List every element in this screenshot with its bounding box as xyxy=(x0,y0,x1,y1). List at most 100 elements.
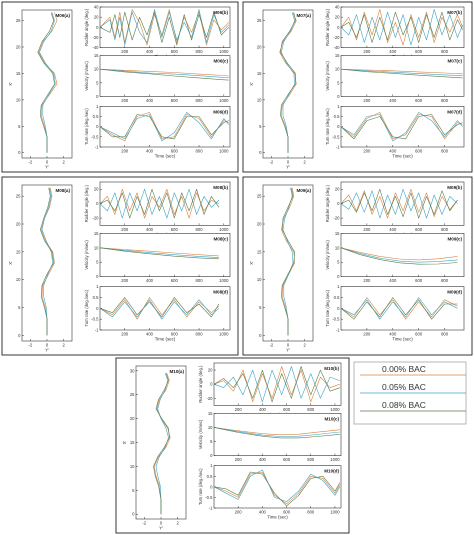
trajectory-M07-ytick-label: 25 xyxy=(257,18,262,23)
trajectory-M10-ytick-label: 5 xyxy=(132,488,135,493)
velocity-M09-ytick-label: 10 xyxy=(335,245,340,250)
turn-M07-xtick-label: 600 xyxy=(415,149,423,154)
rudder-M10-series-1 xyxy=(213,366,340,403)
turn-M06-ytick-label: 0 xyxy=(96,124,99,129)
rudder-M08-series-0 xyxy=(99,188,220,219)
rudder-M06-xtick-label: 200 xyxy=(121,49,129,54)
trajectory-M06-ytick-label: 15 xyxy=(16,71,21,76)
turn-M06-tag: M06(d) xyxy=(213,109,228,114)
rudder-M06-ylabel: Rudder angle (deg.) xyxy=(84,8,89,46)
trajectory-M08-series-0 xyxy=(40,187,55,336)
velocity-M07-ytick-label: 10 xyxy=(335,67,340,72)
trajectory-M07-ytick-label: 15 xyxy=(257,71,262,76)
trajectory-M06-ytick-label: 10 xyxy=(16,97,21,102)
rudder-M08-ylabel: Rudder angle (deg.) xyxy=(84,184,89,222)
velocity-M06-series-2 xyxy=(99,68,229,81)
rudder-M08-tag: M08(b) xyxy=(213,185,228,190)
velocity-M06-xtick-label: 600 xyxy=(171,98,179,103)
turn-M07-xlabel: Time (sec) xyxy=(392,154,413,159)
turn-M08-ytick-label: 1 xyxy=(96,284,99,289)
turn-M10-xtick-label: 1000 xyxy=(330,510,340,515)
velocity-M08-tag: M08(c) xyxy=(213,236,228,241)
turn-M06-xtick-label: 1000 xyxy=(219,149,229,154)
rudder-M06-ytick-label: -20 xyxy=(92,35,99,40)
trajectory-M07-ytick-label: 5 xyxy=(259,124,262,129)
trajectory-M07-xlabel: Y' xyxy=(286,165,290,170)
velocity-M07-series-1 xyxy=(340,68,463,76)
velocity-M07-tag: M07(c) xyxy=(447,59,462,64)
velocity-M06-xtick-label: 400 xyxy=(146,98,154,103)
trajectory-M08-ytick-label: 25 xyxy=(16,194,21,199)
trajectory-M06-xtick-label: 2 xyxy=(62,160,65,165)
turn-M07-xtick-label: 200 xyxy=(363,149,371,154)
velocity-M06-xtick-label: 1000 xyxy=(219,98,229,103)
turn-M09-ytick-label: -1 xyxy=(336,328,340,333)
turn-M10-plot-area xyxy=(213,465,342,509)
turn-M08-ytick-label: -0.5 xyxy=(91,317,99,322)
rudder-M07-ytick-label: 40 xyxy=(335,5,340,10)
turn-M10-ytick-label: -0.5 xyxy=(205,495,213,500)
trajectory-M10-ytick-label: 15 xyxy=(130,440,135,445)
rudder-M08-xtick-label: 400 xyxy=(146,227,154,232)
velocity-M07-xtick-label: 600 xyxy=(415,98,423,103)
trajectory-M10-plot-area xyxy=(135,365,187,520)
trajectory-M10-ytick-label: 30 xyxy=(130,368,135,373)
velocity-M09-series-0 xyxy=(340,247,458,261)
legend: 0.00% BAC 0.05% BAC 0.08% BAC xyxy=(353,361,467,425)
trajectory-M08-series-2 xyxy=(39,187,55,336)
trajectory-M07-tag: M07(a) xyxy=(296,13,311,18)
turn-M08-series-2 xyxy=(99,297,220,318)
turn-M09-xtick-label: 800 xyxy=(441,332,449,337)
turn-M08-tag: M08(d) xyxy=(213,290,228,295)
trajectory-M09-xtick-label: 0 xyxy=(287,343,290,348)
velocity-M06-xtick-label: 200 xyxy=(121,98,129,103)
velocity-M10-series-1 xyxy=(213,427,340,437)
trajectory-M09-ylabel: X' xyxy=(249,261,254,265)
velocity-M07-xtick-label: 200 xyxy=(363,98,371,103)
rudder-M06-xtick-label: 600 xyxy=(171,49,179,54)
trajectory-M06-xtick-label: -2 xyxy=(28,160,32,165)
turn-M10-xtick-label: 200 xyxy=(235,510,243,515)
turn-M09-ylabel: Turn rate (deg./sec) xyxy=(325,289,330,326)
chart-group-frame xyxy=(242,1,473,173)
turn-M06-xtick-label: 400 xyxy=(146,149,154,154)
turn-M09-ytick-label: -0.5 xyxy=(332,317,340,322)
rudder-M10-xtick-label: 800 xyxy=(307,407,315,412)
rudder-M08-ytick-label: 0 xyxy=(96,201,99,206)
rudder-M06-ytick-label: -40 xyxy=(92,45,99,50)
trajectory-M10-xtick-label: 0 xyxy=(160,521,163,526)
rudder-M06-tag: M06(b) xyxy=(213,10,228,15)
velocity-M06-plot-area xyxy=(99,55,231,97)
velocity-M08-series-0 xyxy=(99,247,219,257)
rudder-M07-plot-area xyxy=(340,6,465,48)
turn-M08-xtick-label: 400 xyxy=(146,332,154,337)
trajectory-M08-xtick-label: -2 xyxy=(28,343,32,348)
velocity-M08-xtick-label: 600 xyxy=(171,278,179,283)
rudder-M06-ytick-label: 20 xyxy=(94,15,99,20)
turn-M08-ylabel: Turn rate (deg./sec) xyxy=(84,289,89,326)
velocity-M09-plot-area xyxy=(340,233,465,277)
trajectory-M06-series-0 xyxy=(38,12,58,153)
turn-M07-ytick-label: 1 xyxy=(337,104,340,109)
velocity-M10-series-2 xyxy=(213,427,340,439)
trajectory-M10-ytick-label: 10 xyxy=(130,464,135,469)
rudder-M10-series-2 xyxy=(213,366,340,403)
rudder-M10-ytick-label: 0 xyxy=(210,382,213,387)
turn-M08-series-0 xyxy=(99,297,220,320)
turn-M10-xlabel: Time (sec) xyxy=(267,515,288,520)
turn-M09-xtick-label: 400 xyxy=(389,332,397,337)
turn-M09-ytick-label: 0 xyxy=(337,306,340,311)
rudder-M08-xtick-label: 800 xyxy=(196,227,204,232)
trajectory-M09-tag: M09(a) xyxy=(296,188,311,193)
trajectory-M10-series-2 xyxy=(153,373,170,515)
turn-M10-ytick-label: 0.5 xyxy=(207,474,213,479)
trajectory-M06-series-1 xyxy=(39,12,56,153)
rudder-M07-ylabel: Rudder angle (deg.) xyxy=(325,8,330,46)
legend-label-0: 0.00% BAC xyxy=(382,364,426,374)
rudder-M06-series-2 xyxy=(99,11,230,46)
velocity-M07-xtick-label: 800 xyxy=(441,98,449,103)
velocity-M09-ytick-label: 15 xyxy=(335,231,340,236)
